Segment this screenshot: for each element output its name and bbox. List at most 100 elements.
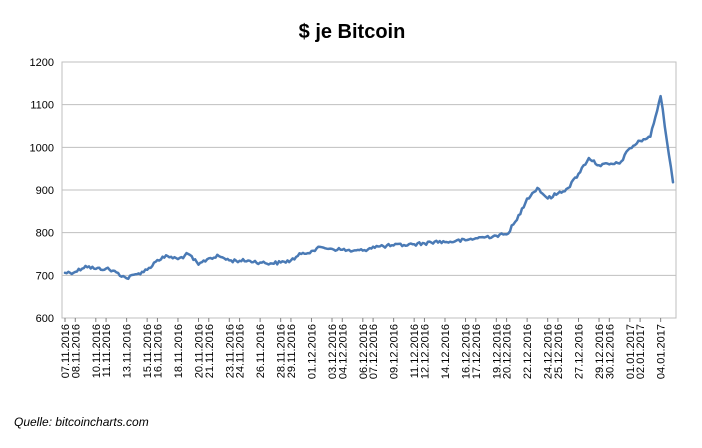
data-point <box>485 236 487 238</box>
x-tick-label: 01.01.2017 <box>625 324 637 379</box>
x-tick-label: 01.12.2016 <box>306 324 318 379</box>
data-point <box>166 255 169 257</box>
x-tick-label: 16.12.2016 <box>461 324 473 379</box>
data-point <box>372 245 374 248</box>
data-point <box>177 258 179 260</box>
data-point <box>228 259 231 262</box>
data-point <box>526 197 528 200</box>
x-tick-label: 28.11.2016 <box>276 324 288 378</box>
data-point <box>382 245 385 248</box>
data-point <box>249 260 251 262</box>
data-point <box>672 181 674 184</box>
x-tick-label: 19.12.2016 <box>491 324 503 379</box>
data-point <box>505 233 508 236</box>
data-point <box>136 273 138 275</box>
data-point <box>588 157 590 159</box>
y-tick-label: 800 <box>36 228 54 240</box>
data-point <box>208 257 210 260</box>
data-point <box>413 243 416 245</box>
data-point <box>320 246 323 248</box>
data-point <box>464 239 467 242</box>
x-tick-label: 15.11.2016 <box>142 324 154 378</box>
x-tick-label: 08.11.2016 <box>70 324 82 378</box>
data-point <box>392 244 395 247</box>
y-tick-label: 1000 <box>30 142 54 154</box>
data-point <box>577 173 580 175</box>
data-point <box>125 277 128 280</box>
series-line <box>63 94 675 281</box>
x-tick-label: 25.12.2016 <box>553 324 565 379</box>
data-point <box>197 263 200 266</box>
x-tick-label: 21.11.2016 <box>204 324 216 378</box>
y-tick-label: 1100 <box>30 100 54 112</box>
data-point <box>95 268 97 270</box>
x-tick-label: 24.12.2016 <box>543 324 555 379</box>
x-tick-label: 27.12.2016 <box>573 324 585 379</box>
data-point <box>495 234 498 237</box>
gridlines <box>62 104 676 276</box>
y-tick-label: 700 <box>36 270 54 282</box>
data-point <box>639 140 641 142</box>
x-tick-label: 04.01.2017 <box>656 324 668 379</box>
x-axis-ticks <box>64 318 662 322</box>
x-tick-label: 26.11.2016 <box>255 324 267 378</box>
x-tick-label: 20.12.2016 <box>502 324 514 379</box>
data-point <box>105 267 107 270</box>
x-tick-label: 16.11.2016 <box>152 324 164 378</box>
data-point <box>659 95 662 97</box>
data-point <box>259 261 261 264</box>
x-tick-label: 04.12.2016 <box>337 324 349 379</box>
x-tick-label: 06.12.2016 <box>358 324 370 379</box>
data-point <box>444 241 446 243</box>
x-tick-label: 03.12.2016 <box>327 324 339 379</box>
data-point <box>516 219 518 221</box>
x-tick-label: 12.12.2016 <box>419 324 431 379</box>
data-point <box>608 163 611 166</box>
data-point <box>187 253 189 255</box>
data-point <box>146 269 148 271</box>
x-tick-label: 11.12.2016 <box>409 324 421 378</box>
data-point <box>115 271 118 274</box>
data-point <box>618 162 621 165</box>
data-point <box>536 187 539 189</box>
x-tick-label: 09.12.2016 <box>389 324 401 379</box>
x-tick-label: 11.11.2016 <box>101 324 113 377</box>
x-tick-label: 07.11.2016 <box>60 324 72 378</box>
data-point <box>567 187 569 189</box>
data-point <box>546 197 549 200</box>
x-tick-label: 23.11.2016 <box>224 324 236 378</box>
x-tick-label: 24.11.2016 <box>235 324 247 378</box>
data-points <box>64 95 674 280</box>
x-tick-label: 07.12.2016 <box>368 324 380 379</box>
data-point <box>557 192 559 195</box>
data-point <box>423 242 426 245</box>
data-point <box>84 265 87 267</box>
x-tick-label: 02.01.2017 <box>635 324 647 379</box>
data-point <box>454 240 457 242</box>
x-tick-label: 14.12.2016 <box>440 324 452 379</box>
data-point <box>74 271 77 273</box>
x-tick-label: 29.11.2016 <box>286 324 298 378</box>
data-point <box>362 249 364 252</box>
data-point <box>341 248 344 251</box>
data-point <box>218 255 220 257</box>
data-point <box>238 260 241 262</box>
x-tick-label: 22.12.2016 <box>522 324 534 379</box>
x-tick-label: 30.12.2016 <box>604 324 616 379</box>
chart-title: $ je Bitcoin <box>299 21 406 43</box>
data-point <box>64 272 66 274</box>
data-point <box>598 164 600 167</box>
data-point <box>629 147 631 149</box>
y-tick-label: 900 <box>36 185 54 197</box>
data-point <box>269 262 272 265</box>
data-point <box>475 237 477 239</box>
x-tick-label: 29.12.2016 <box>594 324 606 379</box>
data-point <box>403 244 405 246</box>
data-point <box>649 135 652 138</box>
data-point <box>351 250 354 252</box>
source-note: Quelle: bitcoincharts.com <box>14 415 149 429</box>
data-point <box>156 259 159 261</box>
y-tick-label: 600 <box>36 313 54 325</box>
